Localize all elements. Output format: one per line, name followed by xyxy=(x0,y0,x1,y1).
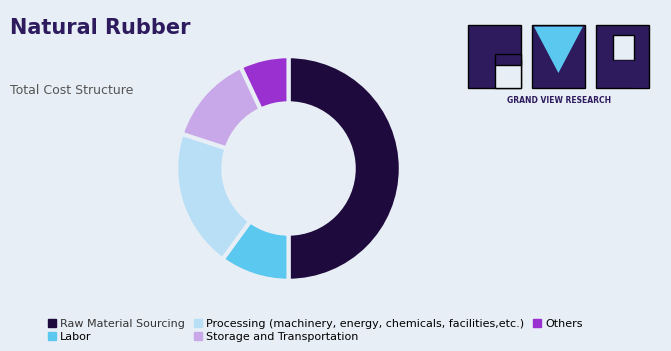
Text: GRAND VIEW RESEARCH: GRAND VIEW RESEARCH xyxy=(507,96,611,105)
Wedge shape xyxy=(176,134,250,259)
Legend: Raw Material Sourcing, Labor, Processing (machinery, energy, chemicals, faciliti: Raw Material Sourcing, Labor, Processing… xyxy=(44,316,586,345)
FancyBboxPatch shape xyxy=(613,35,633,60)
Text: Natural Rubber: Natural Rubber xyxy=(10,18,191,38)
FancyBboxPatch shape xyxy=(495,60,521,88)
Text: Total Cost Structure: Total Cost Structure xyxy=(10,84,134,97)
FancyBboxPatch shape xyxy=(596,25,649,88)
Polygon shape xyxy=(613,60,648,88)
FancyBboxPatch shape xyxy=(468,25,521,88)
FancyBboxPatch shape xyxy=(495,54,521,65)
Wedge shape xyxy=(289,56,401,281)
FancyBboxPatch shape xyxy=(532,25,584,88)
Wedge shape xyxy=(223,221,289,281)
Polygon shape xyxy=(534,27,583,73)
Wedge shape xyxy=(182,67,261,148)
Wedge shape xyxy=(241,56,289,110)
